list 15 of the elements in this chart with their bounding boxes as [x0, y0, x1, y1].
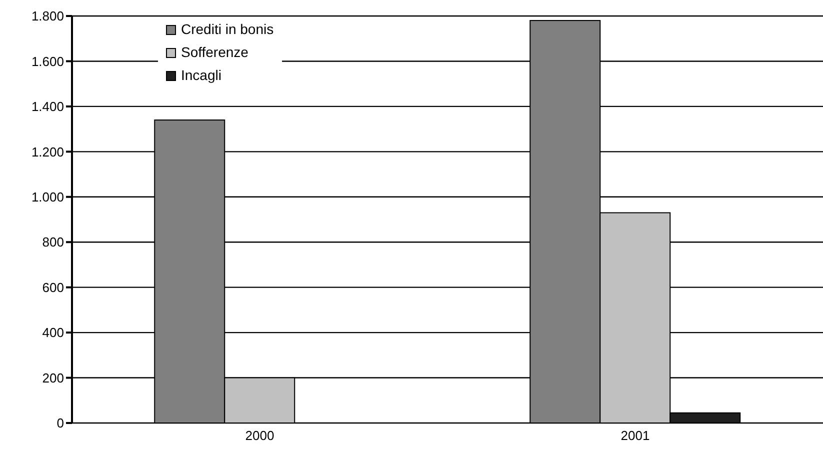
y-tick-label: 1.400	[31, 99, 64, 114]
y-tick-label: 600	[42, 280, 64, 295]
y-tick-label: 400	[42, 325, 64, 340]
y-tick-label: 1.200	[31, 144, 64, 160]
y-tick-label: 1.000	[31, 190, 64, 205]
x-tick-label: 2000	[245, 428, 274, 444]
y-tick-label: 200	[42, 370, 64, 386]
y-tick-label: 0	[56, 416, 64, 431]
legend-label: Crediti in bonis	[181, 20, 274, 39]
y-tick-label: 800	[42, 234, 64, 250]
legend-label: Incagli	[181, 66, 222, 85]
y-tick-label: 1.800	[31, 8, 64, 24]
y-tick-label: 1.600	[31, 54, 64, 69]
x-tick-label: 2001	[620, 428, 650, 444]
legend-label: Sofferenze	[181, 43, 248, 62]
